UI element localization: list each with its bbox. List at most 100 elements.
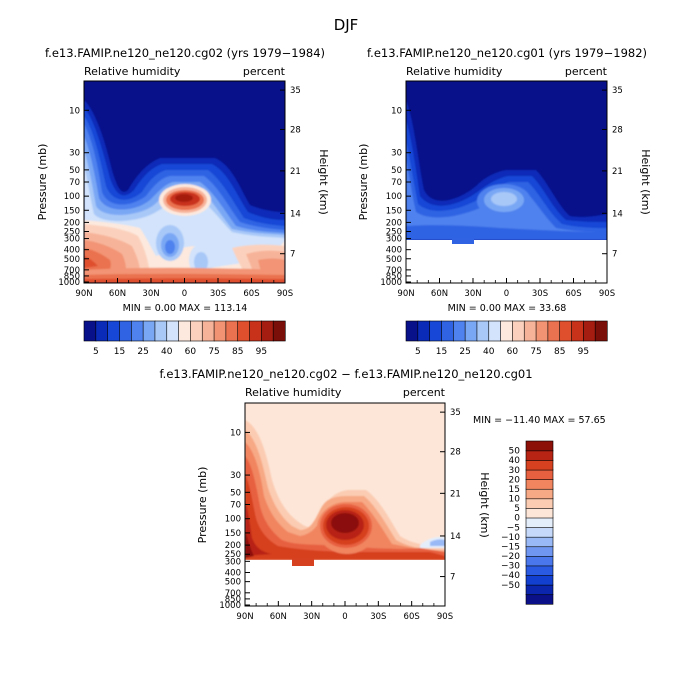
heatmap-field <box>406 81 607 240</box>
x-tick-label: 60S <box>565 289 581 299</box>
colorbar-swatch <box>119 320 132 342</box>
y2-axis: 35 28 21 14 7 <box>440 408 461 583</box>
y-tick-label: 500 <box>386 255 402 265</box>
colorbar-label: 15 <box>436 347 447 357</box>
y2-axis-label: Height (km) <box>317 149 330 215</box>
x-tick-label: 30N <box>142 289 159 299</box>
y-tick-label: 100 <box>386 192 402 202</box>
y-tick-label: 400 <box>64 246 80 256</box>
y-tick-label: 400 <box>386 246 402 256</box>
x-tick-label: 90S <box>437 612 453 622</box>
colorbar-label: −5 <box>507 523 520 533</box>
y2-tick-label: 35 <box>450 408 461 418</box>
y-tick-label: 700 <box>225 589 241 599</box>
y2-tick-label: 14 <box>290 209 301 219</box>
y-tick-label: 850 <box>386 272 402 282</box>
colorbar-swatch <box>583 320 596 342</box>
colorbar-label: 20 <box>509 475 521 485</box>
x-tick-label: 90S <box>599 289 615 299</box>
colorbar-swatch <box>405 320 419 342</box>
colorbar-swatch <box>166 320 180 342</box>
colorbar-swatch <box>525 507 554 519</box>
colorbar-swatch <box>525 546 554 557</box>
y-tick-label: 850 <box>225 595 241 605</box>
x-tick-label: 60N <box>270 612 287 622</box>
colorbar-label: −15 <box>501 542 520 552</box>
colorbar-swatch <box>476 320 490 342</box>
panel-cg01: f.e13.FAMIP.ne120_ne120.cg01 (yrs 1979−1… <box>357 46 652 357</box>
colorbar-swatch <box>547 320 561 342</box>
colorbar-swatch <box>525 517 554 528</box>
y2-tick-label: 21 <box>450 489 461 499</box>
x-tick-label: 60N <box>431 289 448 299</box>
panel-title: f.e13.FAMIP.ne120_ne120.cg02 − f.e13.FAM… <box>159 367 532 381</box>
y2-tick-label: 35 <box>612 86 623 96</box>
colorbar-swatch <box>525 565 554 576</box>
y-tick-label: 1000 <box>380 278 402 288</box>
colorbar-swatch <box>154 320 168 342</box>
colorbar-swatch <box>571 320 584 342</box>
colorbar-swatch <box>512 320 525 342</box>
panel-stats: MIN = 0.00 MAX = 33.68 <box>448 303 567 314</box>
colorbar-swatch <box>201 320 215 342</box>
y-axis-label: Pressure (mb) <box>36 144 49 221</box>
y-tick-label: 250 <box>64 227 80 237</box>
colorbar-swatch <box>523 320 537 342</box>
y-axis-label: Pressure (mb) <box>196 467 209 544</box>
colorbar-swatch <box>225 320 239 342</box>
y-tick-label: 300 <box>64 235 80 245</box>
panel-stats: MIN = 0.00 MAX = 113.14 <box>123 303 248 314</box>
y2-tick-label: 7 <box>612 250 617 260</box>
y2-axis-label: Height (km) <box>478 472 491 538</box>
colorbar-label: 40 <box>483 347 495 357</box>
colorbar-swatch <box>525 450 554 461</box>
y-tick-label: 30 <box>69 149 80 159</box>
y2-tick-label: 7 <box>450 573 455 583</box>
x-tick-label: 60S <box>404 612 420 622</box>
y-tick-label: 150 <box>64 206 80 216</box>
y2-tick-label: 7 <box>290 250 295 260</box>
y2-axis-label: Height (km) <box>639 149 652 215</box>
colorbar-label: 0 <box>514 514 520 524</box>
colorbar: 5 15 25 40 60 75 85 95 <box>405 320 608 357</box>
y-axis-label: Pressure (mb) <box>357 144 370 221</box>
colorbar-label: −20 <box>501 552 520 562</box>
x-axis: 90N 60N 30N 0 30S 60S 90S <box>236 601 453 622</box>
x-axis: 90N 60N 30N 0 30S 60S 90S <box>397 278 615 299</box>
x-tick-label: 30S <box>370 612 386 622</box>
colorbar-label: 95 <box>578 347 589 357</box>
y-tick-label: 500 <box>225 578 241 588</box>
x-tick-label: 90N <box>75 289 92 299</box>
heatmap-field <box>84 81 285 283</box>
y2-tick-label: 14 <box>450 532 461 542</box>
colorbar-swatch <box>95 320 109 342</box>
x-tick-label: 30S <box>210 289 226 299</box>
colorbar-swatch <box>525 479 554 490</box>
heatmap-field <box>245 403 445 560</box>
panel-difference: f.e13.FAMIP.ne120_ne120.cg02 − f.e13.FAM… <box>159 367 605 622</box>
colorbar-label: 95 <box>256 347 267 357</box>
colorbar-label: 5 <box>93 347 99 357</box>
y2-tick-label: 28 <box>450 448 461 458</box>
colorbar-label: 85 <box>232 347 243 357</box>
y-tick-label: 30 <box>391 149 402 159</box>
y-tick-label: 200 <box>64 218 80 228</box>
y-tick-label: 10 <box>69 106 80 116</box>
colorbar-swatch <box>130 320 144 342</box>
y-tick-label: 400 <box>225 569 241 579</box>
colorbar-swatch <box>249 320 262 342</box>
colorbar-swatch <box>142 320 156 342</box>
y-tick-label: 500 <box>64 255 80 265</box>
y-tick-label: 250 <box>225 550 241 560</box>
y-tick-label: 1000 <box>58 278 80 288</box>
x-tick-label: 30N <box>464 289 481 299</box>
x-tick-label: 90S <box>277 289 293 299</box>
colorbar-swatch <box>237 320 251 342</box>
panel-right-label: percent <box>243 65 286 78</box>
y-tick-label: 50 <box>230 488 241 498</box>
y-tick-label: 250 <box>386 227 402 237</box>
figure-supertitle: DJF <box>334 16 359 34</box>
y-tick-label: 1000 <box>219 601 241 611</box>
